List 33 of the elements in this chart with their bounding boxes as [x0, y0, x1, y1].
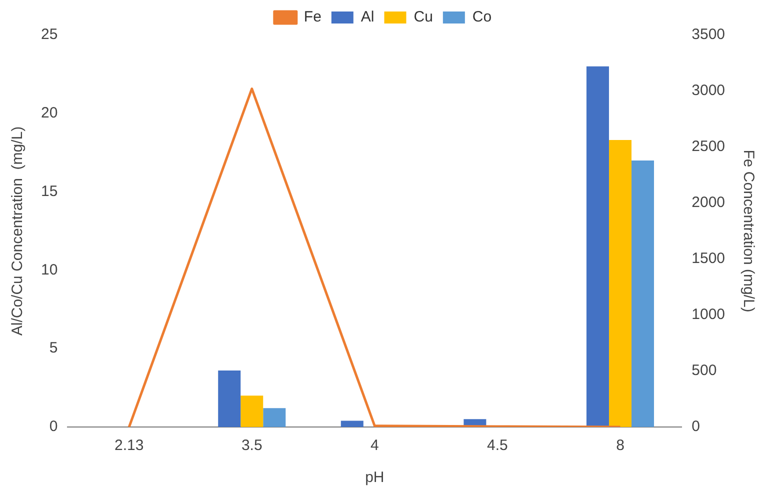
y2-tick-label: 2500: [692, 138, 726, 156]
y2-axis-title: Fe Concentration (mg/L): [740, 150, 757, 312]
y-axis-title: Al/Co/Cu Concentration (mg/L): [9, 126, 26, 336]
legend-label: Co: [472, 8, 492, 26]
bar: [340, 420, 364, 427]
x-tick-label: 8: [616, 437, 624, 454]
y-tick-label: 10: [40, 261, 58, 278]
x-tick-label: 2.13: [114, 437, 144, 454]
x-tick-label: 3.5: [241, 437, 262, 454]
y2-tick-label: 3500: [692, 26, 726, 44]
bar: [218, 370, 241, 427]
y-tick-label: 0: [49, 418, 58, 436]
bar: [608, 140, 632, 427]
y2-tick-label: 0: [692, 418, 700, 436]
legend-label: Fe: [304, 8, 322, 26]
x-tick-label: 4.5: [487, 437, 508, 454]
x-tick-label: 4: [370, 437, 379, 454]
y-tick-label: 20: [40, 104, 58, 122]
bar: [240, 396, 264, 427]
bar: [631, 160, 654, 427]
legend-label: Al: [360, 8, 374, 26]
y-tick-label: 5: [49, 340, 58, 357]
y-tick-label: 15: [40, 182, 58, 200]
y-tick-label: 25: [40, 26, 58, 44]
bar: [263, 408, 286, 427]
legend-label: Cu: [414, 8, 433, 26]
bar: [586, 66, 609, 427]
y2-tick-label: 1000: [692, 306, 726, 324]
y2-tick-label: 2000: [692, 194, 726, 212]
y2-tick-label: 3000: [692, 82, 726, 100]
x-axis-title: pH: [365, 469, 384, 486]
y2-tick-label: 500: [692, 362, 717, 380]
y2-tick-label: 1500: [692, 250, 726, 268]
